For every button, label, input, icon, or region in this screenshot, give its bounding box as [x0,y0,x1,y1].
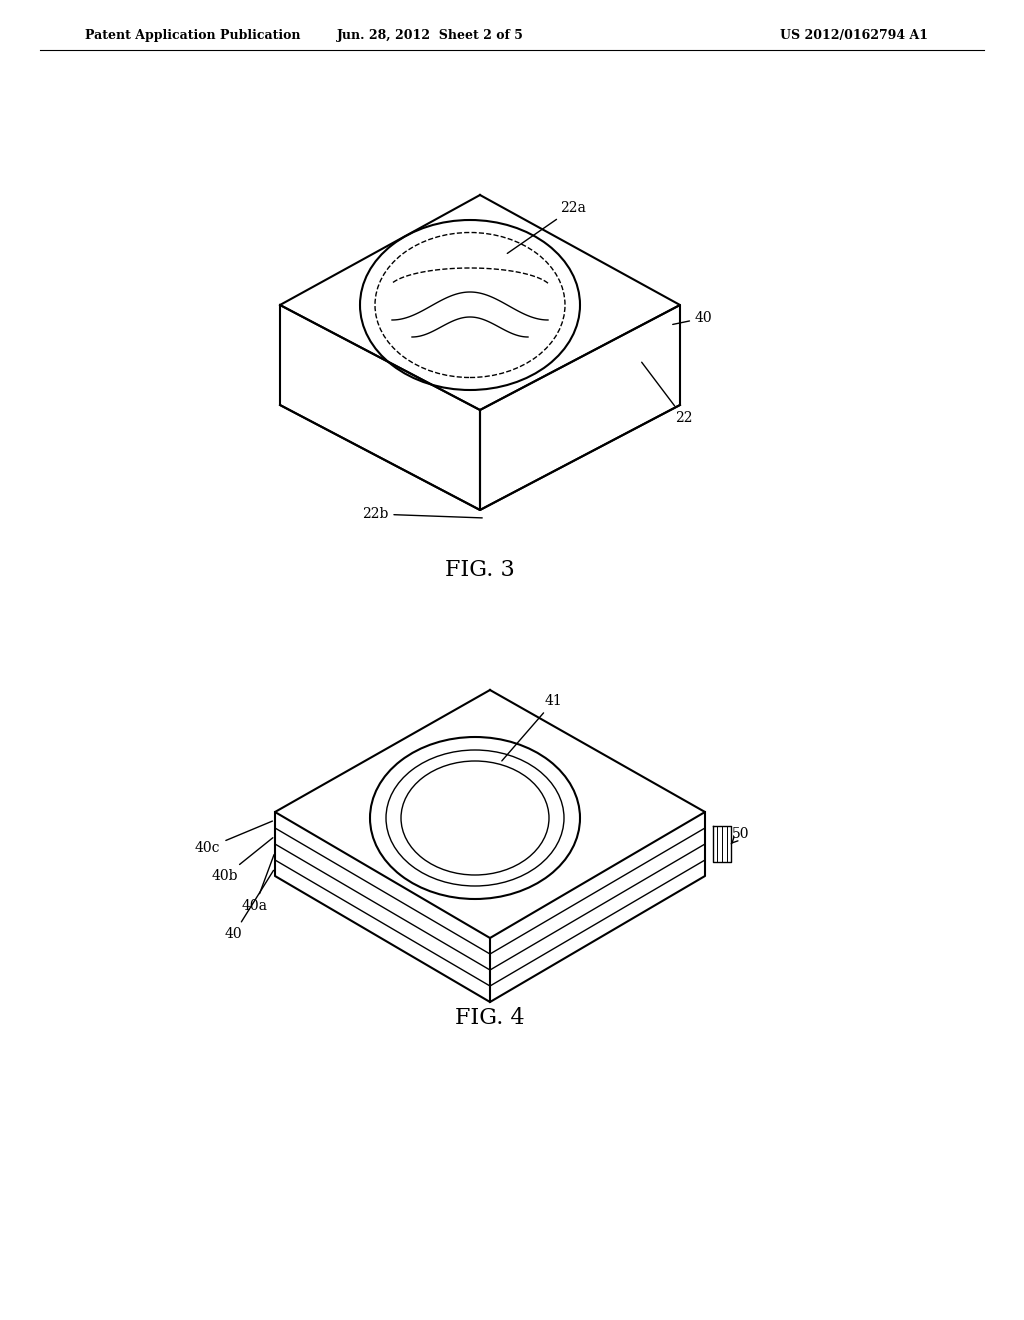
Text: 22a: 22a [507,201,586,253]
Text: Jun. 28, 2012  Sheet 2 of 5: Jun. 28, 2012 Sheet 2 of 5 [337,29,523,41]
Text: 40: 40 [673,312,713,325]
Text: US 2012/0162794 A1: US 2012/0162794 A1 [780,29,928,41]
Text: FIG. 4: FIG. 4 [456,1007,525,1030]
Text: Patent Application Publication: Patent Application Publication [85,29,300,41]
Text: FIG. 3: FIG. 3 [445,558,515,581]
Text: 50: 50 [731,828,750,843]
Text: 40b: 40b [212,838,272,883]
Polygon shape [713,826,731,862]
Text: 40a: 40a [242,854,274,913]
Text: 22: 22 [642,362,692,425]
Text: 40: 40 [225,870,273,941]
Text: 22b: 22b [362,507,482,521]
Text: 40c: 40c [195,821,272,855]
Text: 41: 41 [502,694,563,760]
